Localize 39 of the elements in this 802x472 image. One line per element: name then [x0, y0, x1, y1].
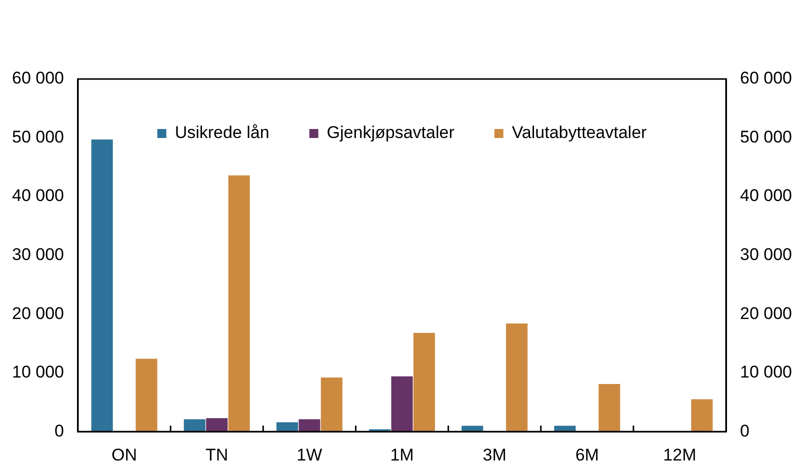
- bar: [136, 358, 158, 432]
- y-tick-label: 40 000: [12, 186, 64, 206]
- x-tick-label: 12M: [663, 445, 696, 464]
- bar: [506, 323, 528, 432]
- bar: [184, 419, 206, 432]
- y2-tick-label: 50 000: [740, 127, 792, 146]
- y-tick-label: 20 000: [12, 304, 64, 323]
- y-tick-label: 60 000: [12, 68, 64, 88]
- bar: [276, 422, 298, 432]
- bar: [691, 399, 713, 432]
- y2-tick-label: 60 000: [740, 68, 792, 88]
- bar: [91, 140, 113, 432]
- y-tick-label: 30 000: [12, 244, 64, 264]
- y-tick-label: 10 000: [12, 362, 64, 382]
- x-tick-label: TN: [206, 445, 228, 464]
- y2-tick-label: 40 000: [740, 186, 792, 206]
- legend-label: Usikrede lån: [174, 123, 270, 142]
- bar: [391, 376, 413, 432]
- y-tick-label: 0: [54, 421, 64, 440]
- y2-tick-label: 20 000: [740, 304, 792, 323]
- y2-tick-label: 10 000: [740, 362, 792, 382]
- x-tick-label: 3M: [482, 445, 506, 464]
- y2-tick-label: 0: [740, 421, 750, 440]
- bar: [228, 175, 250, 432]
- bar: [462, 426, 484, 432]
- bar: [298, 419, 320, 432]
- bar: [320, 378, 342, 432]
- x-tick-label: 1W: [296, 445, 322, 464]
- x-tick-label: ON: [112, 445, 138, 464]
- y-tick-label: 50 000: [12, 127, 64, 146]
- x-tick-label: 1M: [390, 445, 414, 464]
- bar: [598, 384, 620, 432]
- bar: [206, 418, 228, 432]
- x-tick-label: 6M: [575, 445, 599, 464]
- bar: [413, 332, 435, 432]
- legend-label: Valutabytteavtaler: [512, 123, 648, 142]
- y2-tick-label: 30 000: [740, 244, 792, 264]
- bar: [554, 426, 576, 432]
- legend-label: Gjenkjøpsavtaler: [326, 123, 455, 142]
